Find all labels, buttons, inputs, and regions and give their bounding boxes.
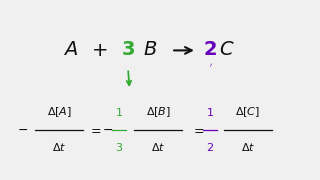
Text: $\Delta[A]$: $\Delta[A]$ [47, 106, 72, 119]
Text: $=$: $=$ [88, 123, 101, 136]
Text: $\mathit{B}$: $\mathit{B}$ [143, 41, 157, 59]
Text: $\Delta t$: $\Delta t$ [241, 141, 255, 153]
Text: $\Delta[C]$: $\Delta[C]$ [236, 106, 260, 119]
Text: $1$: $1$ [116, 107, 123, 118]
Text: $-$: $-$ [102, 123, 113, 136]
Text: $=$: $=$ [191, 123, 204, 136]
Text: $'$: $'$ [209, 62, 213, 73]
Text: $\Delta t$: $\Delta t$ [151, 141, 165, 153]
Text: $\mathit{A}$: $\mathit{A}$ [63, 41, 78, 59]
Text: $\Delta[B]$: $\Delta[B]$ [146, 106, 171, 119]
Text: $3$: $3$ [115, 141, 124, 153]
Text: $2$: $2$ [206, 141, 214, 153]
Text: $+$: $+$ [91, 41, 108, 60]
Text: $\mathbf{2}$: $\mathbf{2}$ [203, 41, 217, 59]
Text: $\mathbf{3}$: $\mathbf{3}$ [121, 41, 135, 59]
Text: $-$: $-$ [17, 123, 28, 136]
Text: $\mathit{C}$: $\mathit{C}$ [220, 41, 235, 59]
Text: $\Delta t$: $\Delta t$ [52, 141, 66, 153]
Text: $1$: $1$ [206, 107, 214, 118]
